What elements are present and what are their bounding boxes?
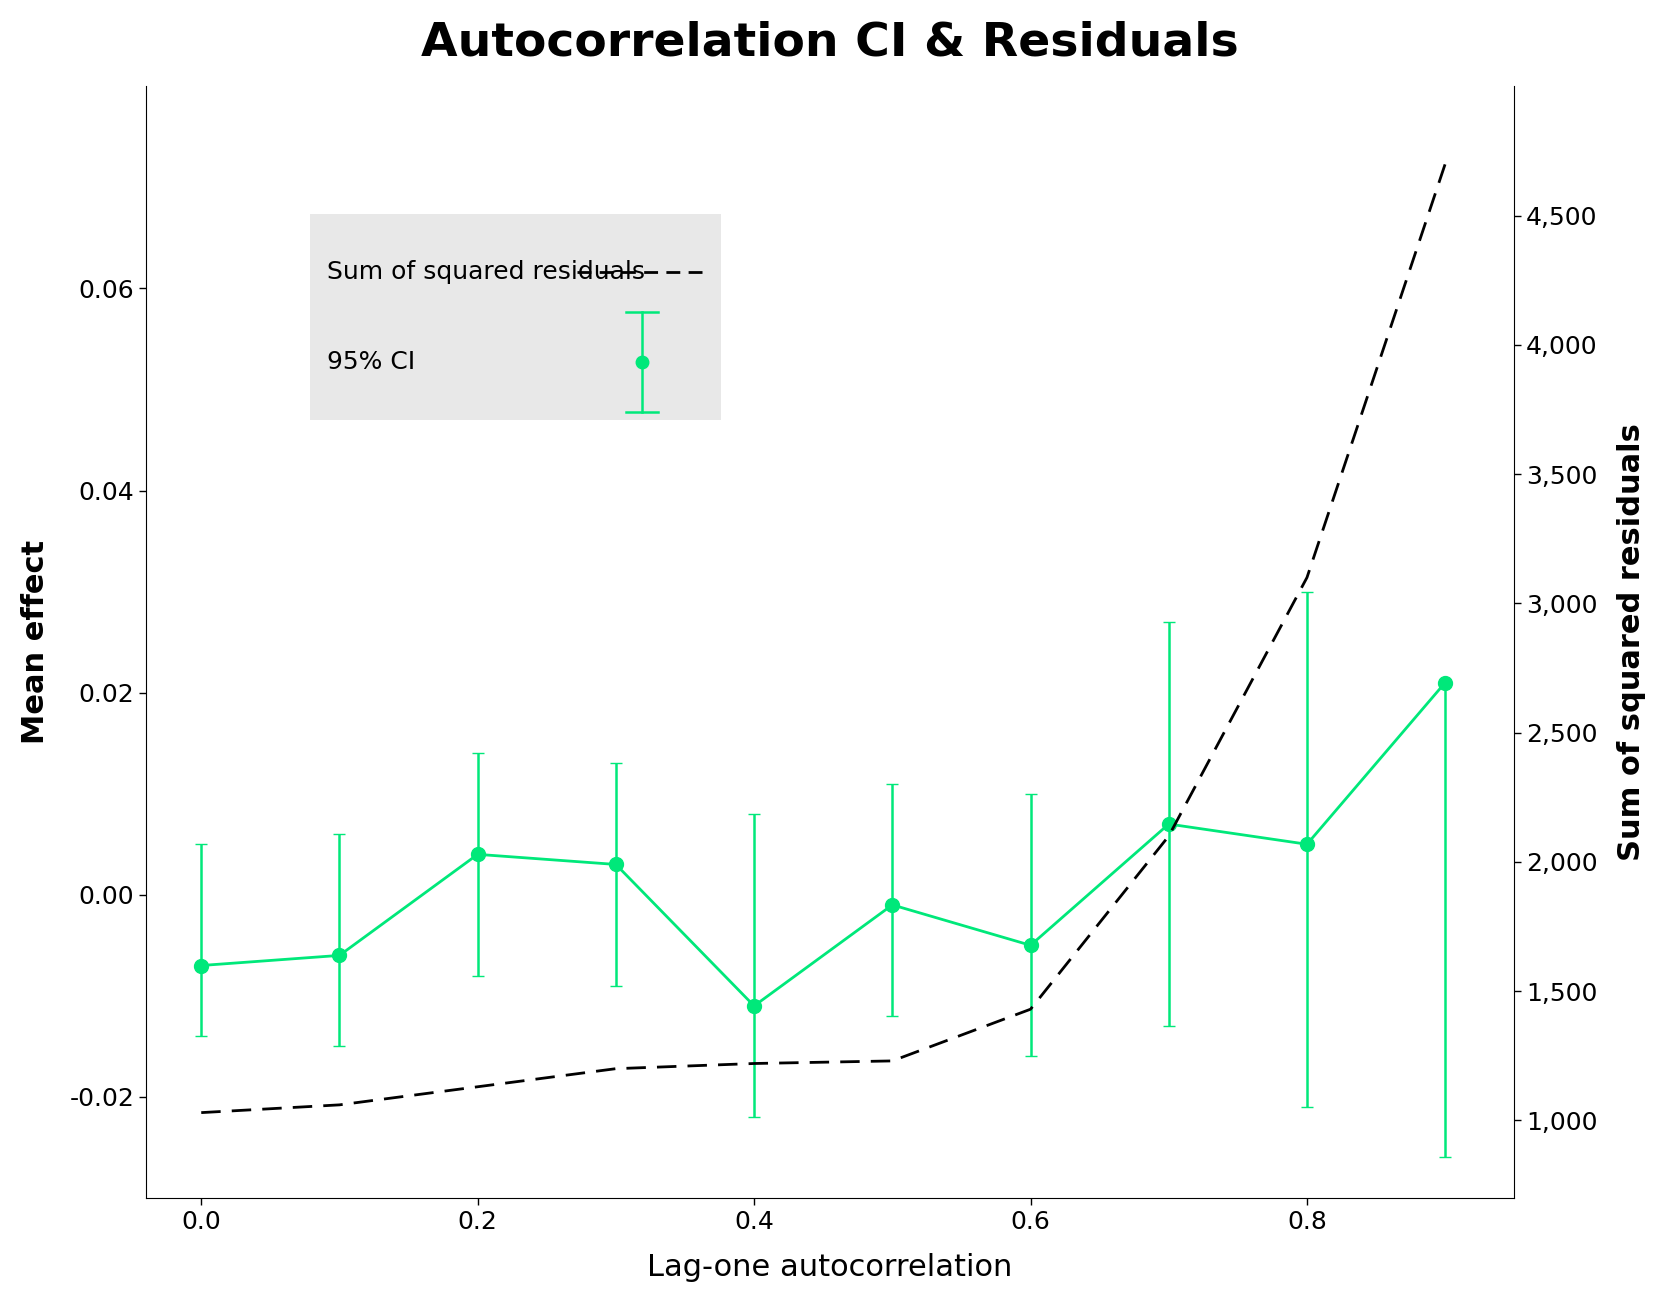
X-axis label: Lag-one autocorrelation: Lag-one autocorrelation xyxy=(647,1253,1014,1282)
Title: Autocorrelation CI & Residuals: Autocorrelation CI & Residuals xyxy=(422,21,1239,66)
Text: Sum of squared residuals: Sum of squared residuals xyxy=(327,259,645,284)
Y-axis label: Sum of squared residuals: Sum of squared residuals xyxy=(1617,423,1647,861)
Text: 95% CI: 95% CI xyxy=(327,351,415,374)
Y-axis label: Mean effect: Mean effect xyxy=(20,539,50,744)
FancyBboxPatch shape xyxy=(310,214,720,420)
